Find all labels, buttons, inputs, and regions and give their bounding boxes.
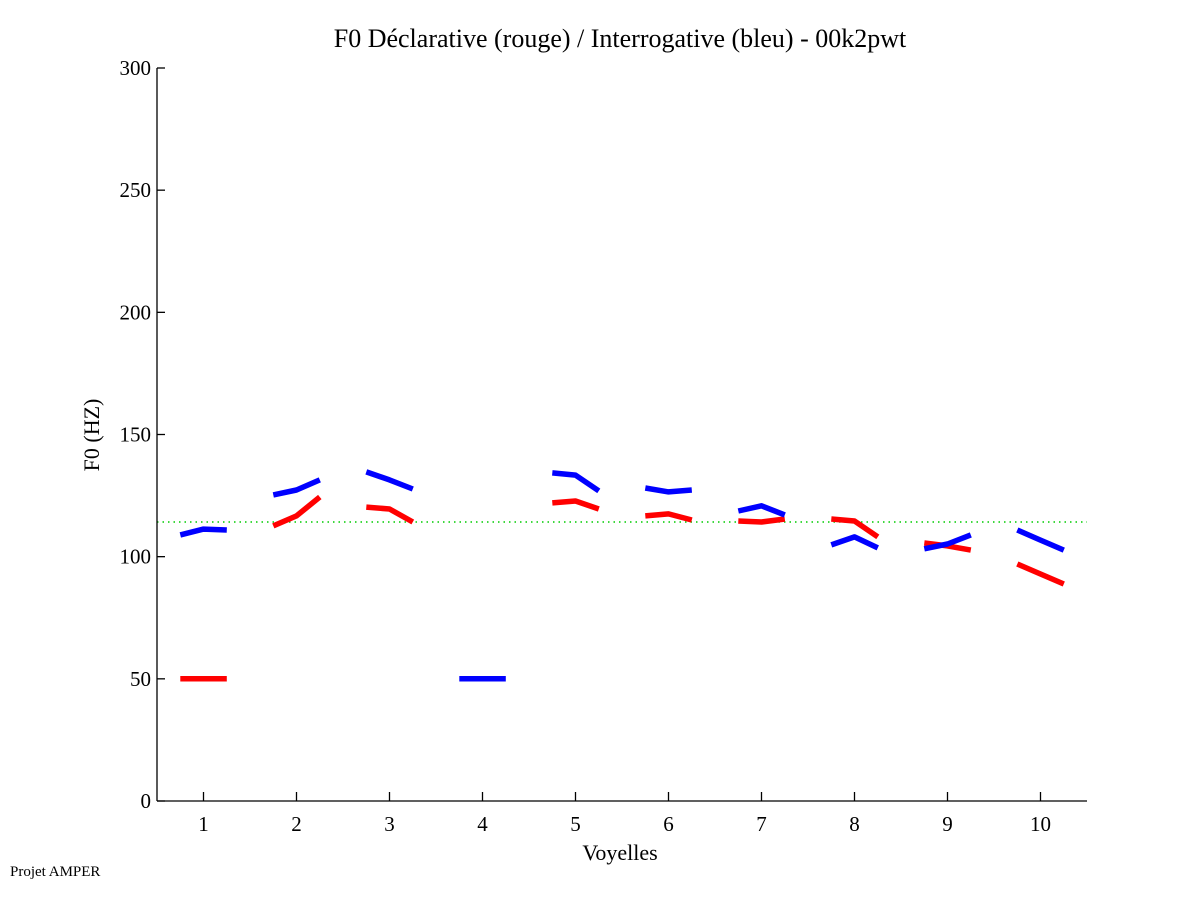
axes: 0 50 100 150 200 250 300 1 2 3 4 5 6 7 8 9 10 bbox=[120, 56, 1087, 836]
f0-segment bbox=[179, 526, 227, 538]
f0-segment bbox=[365, 469, 414, 492]
f0-segment bbox=[552, 470, 601, 494]
y-tick-label: 0 bbox=[141, 789, 152, 813]
x-tick-label: 6 bbox=[663, 812, 674, 836]
x-axis-label: Voyelles bbox=[582, 840, 657, 865]
y-tick-label: 50 bbox=[130, 667, 151, 691]
f0-segment bbox=[923, 532, 972, 552]
y-tick-label: 300 bbox=[120, 56, 152, 80]
f0-segment bbox=[552, 498, 600, 512]
x-tick-label: 2 bbox=[291, 812, 302, 836]
f0-segment bbox=[644, 485, 693, 495]
f0-segment bbox=[737, 503, 786, 518]
y-axis-label: F0 (HZ) bbox=[79, 399, 104, 472]
x-tick-label: 1 bbox=[198, 812, 209, 836]
f0-segment bbox=[645, 511, 693, 523]
series-declarative bbox=[180, 494, 1065, 682]
f0-segment bbox=[738, 516, 786, 525]
x-tick-label: 9 bbox=[942, 812, 953, 836]
f0-segment bbox=[272, 494, 322, 529]
f0-segment bbox=[1016, 561, 1065, 587]
series-interrogative bbox=[179, 469, 1065, 682]
footer-credit: Projet AMPER bbox=[10, 864, 101, 880]
chart-title: F0 Déclarative (rouge) / Interrogative (… bbox=[334, 24, 907, 53]
f0-segment bbox=[830, 534, 879, 551]
x-tick-label: 7 bbox=[756, 812, 767, 836]
f0-segment bbox=[366, 504, 415, 525]
f0-segment bbox=[1016, 527, 1065, 553]
x-tick-label: 10 bbox=[1030, 812, 1051, 836]
f0-segment bbox=[272, 477, 321, 498]
x-tick-label: 4 bbox=[477, 812, 488, 836]
series-layer bbox=[179, 469, 1065, 682]
x-tick-label: 5 bbox=[570, 812, 581, 836]
y-tick-label: 200 bbox=[120, 300, 152, 324]
f0-segment bbox=[831, 516, 880, 540]
x-tick-label: 8 bbox=[849, 812, 860, 836]
x-tick-label: 3 bbox=[384, 812, 395, 836]
y-tick-label: 150 bbox=[120, 423, 152, 447]
y-tick-label: 250 bbox=[120, 178, 152, 202]
y-tick-label: 100 bbox=[120, 545, 152, 569]
